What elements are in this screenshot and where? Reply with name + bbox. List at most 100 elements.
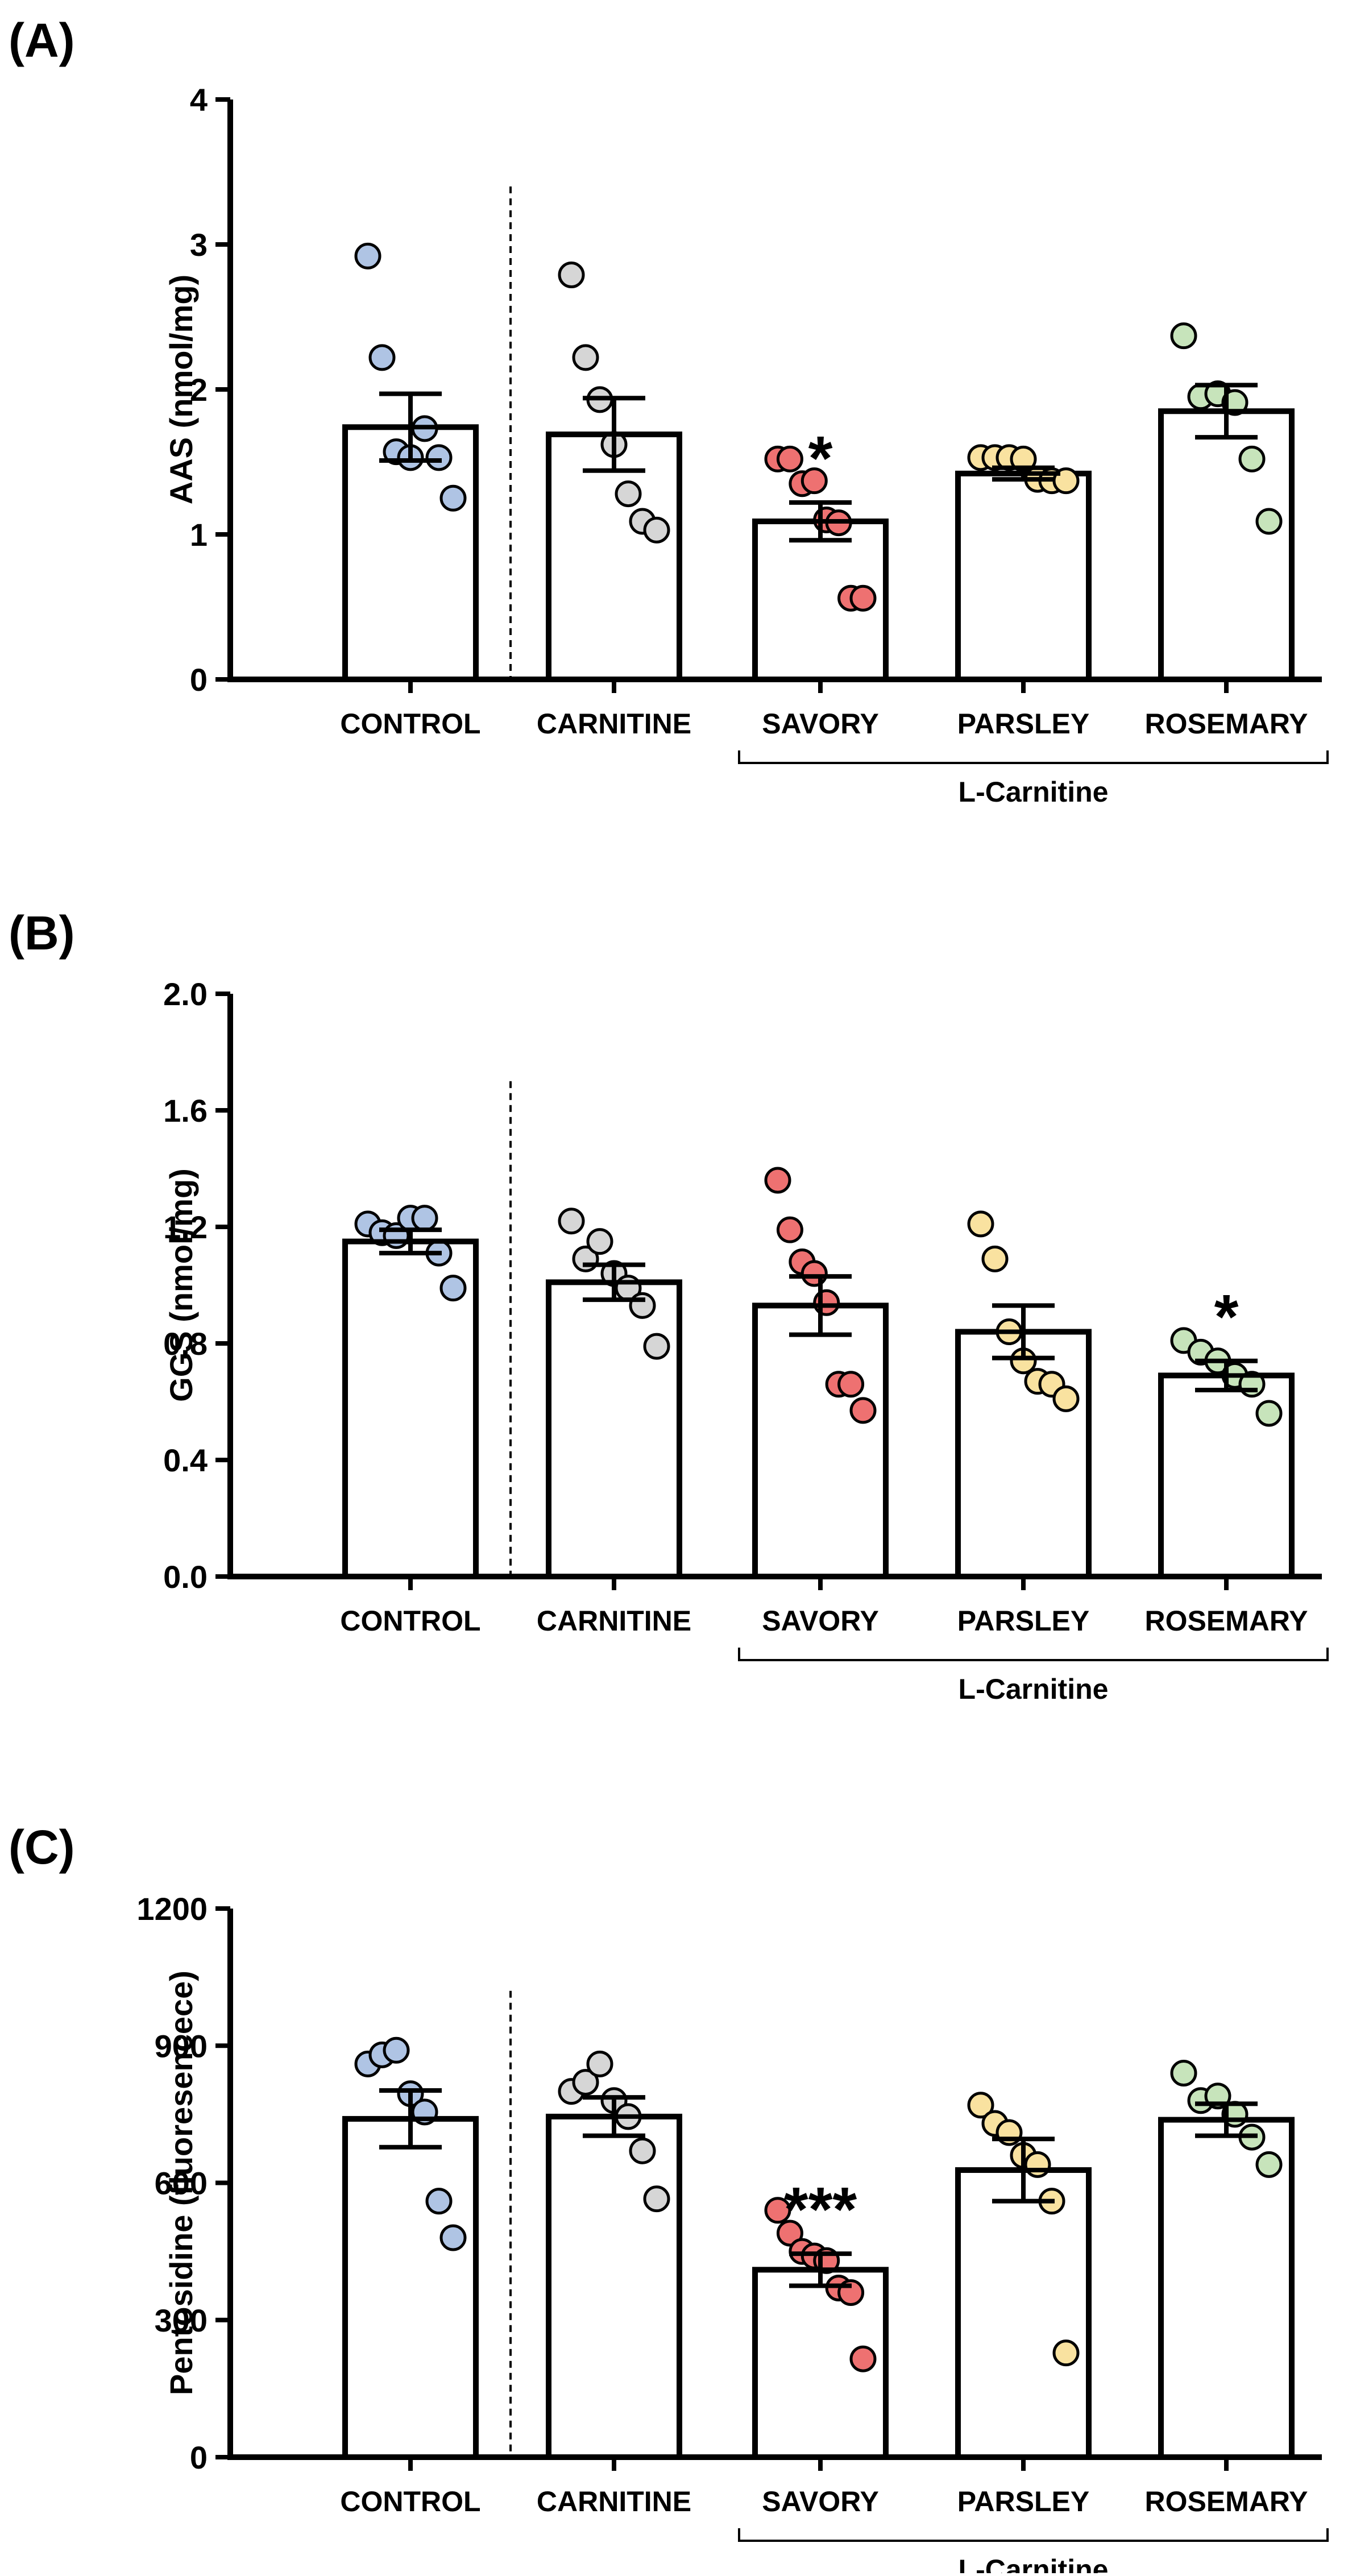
x-tick-label: CONTROL xyxy=(340,1605,480,1637)
data-point xyxy=(354,242,381,269)
y-tick-label: 1.6 xyxy=(163,1093,208,1129)
panel-b: (B) * 0.0 0.4 0.8 1.2 1.6 2.0 GGS (nmol/mg) CONTR… xyxy=(9,906,1329,1705)
data-point xyxy=(764,1167,791,1194)
panel-label: (C) xyxy=(9,1820,75,1874)
data-point xyxy=(837,1371,865,1398)
x-tick-label: ROSEMARY xyxy=(1144,1605,1308,1637)
data-point xyxy=(1170,2060,1197,2086)
x-tick-label: ROSEMARY xyxy=(1144,2486,1308,2517)
data-point xyxy=(1052,2339,1080,2367)
data-point xyxy=(439,484,467,512)
data-point xyxy=(1221,389,1249,416)
x-tick-label: SAVORY xyxy=(762,2486,879,2517)
panel-label: (A) xyxy=(9,14,75,67)
x-tick-label: PARSLEY xyxy=(957,2486,1089,2517)
data-point xyxy=(368,344,396,371)
bar-carnitine xyxy=(546,2113,682,2460)
data-point xyxy=(967,2092,994,2119)
bar-control xyxy=(342,2115,479,2461)
data-point xyxy=(439,2224,467,2251)
y-axis-label: AAS (nmol/mg) xyxy=(163,275,199,504)
y-tick-label: 600 xyxy=(155,2166,208,2201)
x-tick-label: CONTROL xyxy=(340,708,480,740)
data-point xyxy=(1238,445,1266,472)
x-tick-label: PARSLEY xyxy=(957,708,1089,740)
y-tick-label: 1 xyxy=(190,517,208,553)
x-tick-label: SAVORY xyxy=(762,1605,879,1637)
data-point xyxy=(1052,1385,1080,1412)
data-point xyxy=(776,2220,803,2247)
y-tick-label: 300 xyxy=(155,2303,208,2338)
y-tick-label: 0.8 xyxy=(163,1326,208,1362)
data-point xyxy=(629,2137,656,2164)
y-tick-label: 0.4 xyxy=(163,1442,208,1478)
x-tick-label: CARNITINE xyxy=(537,708,691,740)
bar-savory xyxy=(752,1302,889,1579)
data-point xyxy=(383,2036,410,2064)
y-tick-label: 2.0 xyxy=(163,976,208,1012)
x-tick-label: CONTROL xyxy=(340,2486,480,2517)
y-axis-label: Pentosidine (fluoresencece) xyxy=(163,1971,199,2395)
data-point xyxy=(1024,2151,1051,2178)
x-tick-label: ROSEMARY xyxy=(1144,708,1308,740)
y-axis-label: GGS (nmol/mg) xyxy=(163,1168,199,1402)
data-point xyxy=(439,1275,467,1302)
y-tick-label: 900 xyxy=(155,2028,208,2064)
y-tick-label: 1200 xyxy=(136,1891,208,1927)
data-point xyxy=(849,2345,877,2372)
data-point xyxy=(558,1208,585,1235)
bar-parsley xyxy=(955,470,1092,683)
data-point xyxy=(572,2069,599,2096)
data-point xyxy=(643,516,670,544)
panel-label: (B) xyxy=(9,906,75,960)
y-tick-label: 4 xyxy=(190,82,208,118)
bracket xyxy=(738,750,1329,764)
data-point xyxy=(411,1205,438,1232)
data-point xyxy=(558,262,585,289)
y-tick-label: 0 xyxy=(190,662,208,698)
data-point xyxy=(981,1245,1009,1272)
x-tick-label: CARNITINE xyxy=(537,2486,691,2517)
data-point xyxy=(586,2050,613,2077)
data-point xyxy=(425,444,453,471)
x-tick-label: SAVORY xyxy=(762,708,879,740)
data-point xyxy=(849,584,877,612)
y-tick-label: 3 xyxy=(190,227,208,263)
bracket xyxy=(738,1648,1329,1661)
x-tick-label: CARNITINE xyxy=(537,1605,691,1637)
y-tick-label: 0.0 xyxy=(163,1559,208,1595)
data-point xyxy=(629,1292,656,1319)
significance-mark: *** xyxy=(784,2175,857,2245)
data-point xyxy=(1255,1400,1283,1427)
y-tick-label: 2 xyxy=(190,372,208,408)
bar-parsley xyxy=(955,2167,1092,2461)
bracket-label: L-Carnitine xyxy=(959,2554,1109,2573)
data-point xyxy=(1255,2151,1283,2178)
y-tick-label: 1.2 xyxy=(163,1209,208,1245)
x-tick-label: PARSLEY xyxy=(957,1605,1089,1637)
panel-c: (C) *** 0 300 600 900 1200 Pentosidine (fluores… xyxy=(9,1820,1329,2576)
data-point xyxy=(615,480,642,508)
data-point xyxy=(643,2185,670,2213)
bracket-label: L-Carnitine xyxy=(959,1673,1109,1705)
data-point xyxy=(1170,322,1197,350)
bracket xyxy=(738,2528,1329,2542)
data-point xyxy=(643,1333,670,1360)
data-point xyxy=(967,1210,994,1238)
data-point xyxy=(849,1397,877,1424)
data-point xyxy=(764,2197,791,2224)
data-point xyxy=(776,445,803,472)
significance-mark: * xyxy=(808,424,833,493)
bracket-label: L-Carnitine xyxy=(959,776,1109,808)
data-point xyxy=(572,344,599,371)
significance-mark: * xyxy=(1214,1282,1239,1352)
bar-carnitine xyxy=(546,1279,682,1579)
data-point xyxy=(425,2188,453,2215)
bar-rosemary xyxy=(1158,408,1295,682)
data-point xyxy=(776,1216,803,1243)
panel-a: (A) * 0 1 2 3 4 AAS (nmol/mg) CONTROL CARNITINE SA… xyxy=(9,14,1329,808)
data-point xyxy=(800,467,828,495)
data-point xyxy=(1255,508,1283,535)
